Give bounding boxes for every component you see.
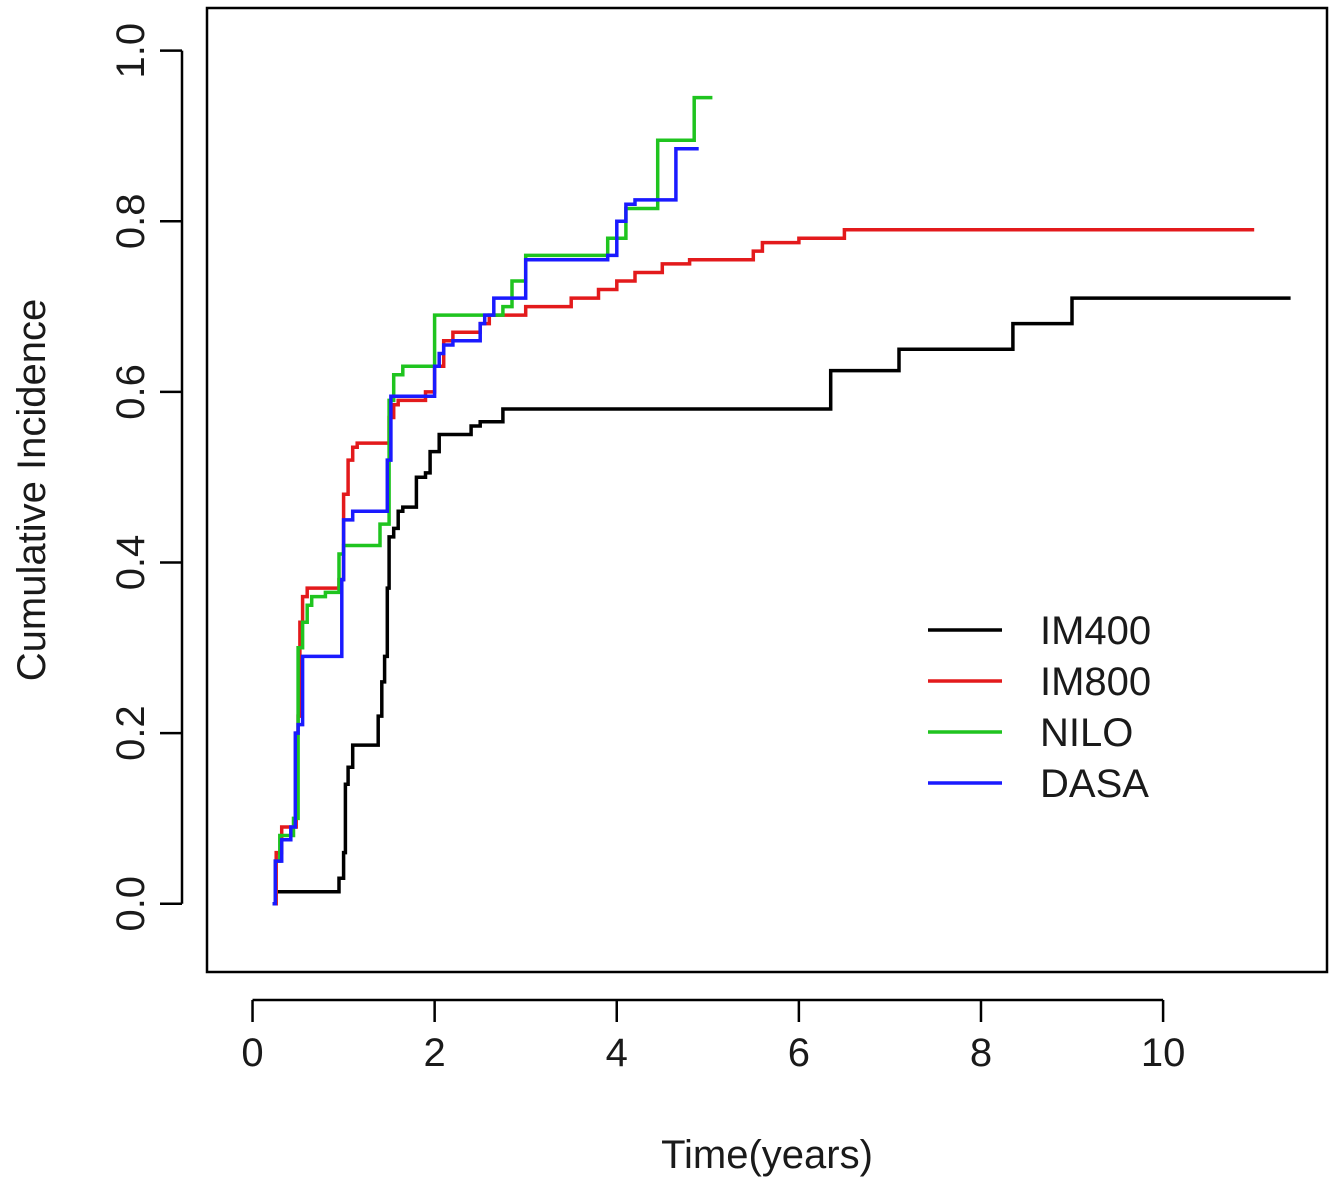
- y-tick-label: 1.0: [109, 23, 153, 79]
- series-line-im400: [272, 296, 1291, 906]
- x-axis-label: Time(years): [661, 1133, 873, 1177]
- series-layer: [272, 95, 1291, 906]
- y-tick-label: 0.6: [109, 364, 153, 420]
- x-tick-label: 2: [424, 1031, 446, 1075]
- series-line-nilo: [272, 95, 713, 906]
- y-tick-label: 0.4: [109, 535, 153, 591]
- y-axis-label: Cumulative Incidence: [10, 299, 54, 681]
- legend-label-nilo: NILO: [1040, 711, 1133, 755]
- x-tick-label: 6: [788, 1031, 810, 1075]
- x-tick-label: 8: [970, 1031, 992, 1075]
- x-tick-label: 10: [1141, 1031, 1186, 1075]
- y-tick-label: 0.8: [109, 193, 153, 249]
- axes-layer: 0 2 4 6 8 10 0.0 0.2 0.4 0.6 0.8 1.0: [109, 23, 1185, 1075]
- legend-label-im400: IM400: [1040, 609, 1151, 653]
- plot-frame: [205, 6, 1329, 974]
- y-tick-label: 0.0: [109, 876, 153, 932]
- y-tick-label: 0.2: [109, 705, 153, 761]
- legend-label-dasa: DASA: [1040, 762, 1149, 806]
- legend-label-im800: IM800: [1040, 660, 1151, 704]
- x-tick-label: 0: [241, 1031, 263, 1075]
- series-line-dasa: [272, 147, 699, 906]
- x-tick-label: 4: [606, 1031, 628, 1075]
- legend: IM400 IM800 NILO DASA: [928, 609, 1151, 806]
